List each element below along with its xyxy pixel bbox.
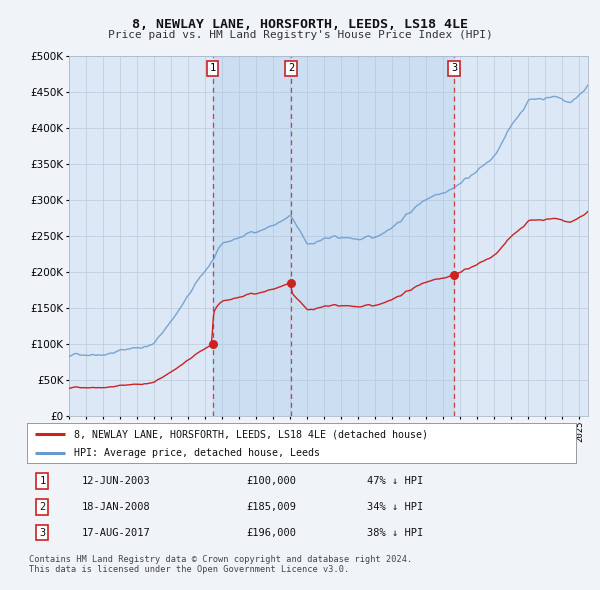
Text: 17-AUG-2017: 17-AUG-2017 (82, 527, 151, 537)
Text: 2: 2 (288, 63, 294, 73)
Text: 3: 3 (451, 63, 457, 73)
Bar (212, 56, 454, 416)
Text: 18-JAN-2008: 18-JAN-2008 (82, 502, 151, 512)
Text: 3: 3 (39, 527, 46, 537)
Text: £185,009: £185,009 (247, 502, 296, 512)
Text: 34% ↓ HPI: 34% ↓ HPI (367, 502, 424, 512)
Text: £100,000: £100,000 (247, 476, 296, 486)
Text: HPI: Average price, detached house, Leeds: HPI: Average price, detached house, Leed… (74, 448, 320, 458)
Text: 8, NEWLAY LANE, HORSFORTH, LEEDS, LS18 4LE (detached house): 8, NEWLAY LANE, HORSFORTH, LEEDS, LS18 4… (74, 430, 428, 440)
Text: 47% ↓ HPI: 47% ↓ HPI (367, 476, 424, 486)
Text: 1: 1 (209, 63, 216, 73)
Text: 8, NEWLAY LANE, HORSFORTH, LEEDS, LS18 4LE: 8, NEWLAY LANE, HORSFORTH, LEEDS, LS18 4… (132, 18, 468, 31)
Text: 1: 1 (39, 476, 46, 486)
Text: Price paid vs. HM Land Registry's House Price Index (HPI): Price paid vs. HM Land Registry's House … (107, 30, 493, 40)
Text: 38% ↓ HPI: 38% ↓ HPI (367, 527, 424, 537)
Text: £196,000: £196,000 (247, 527, 296, 537)
Text: 12-JUN-2003: 12-JUN-2003 (82, 476, 151, 486)
Text: Contains HM Land Registry data © Crown copyright and database right 2024.
This d: Contains HM Land Registry data © Crown c… (29, 555, 412, 574)
Text: 2: 2 (39, 502, 46, 512)
